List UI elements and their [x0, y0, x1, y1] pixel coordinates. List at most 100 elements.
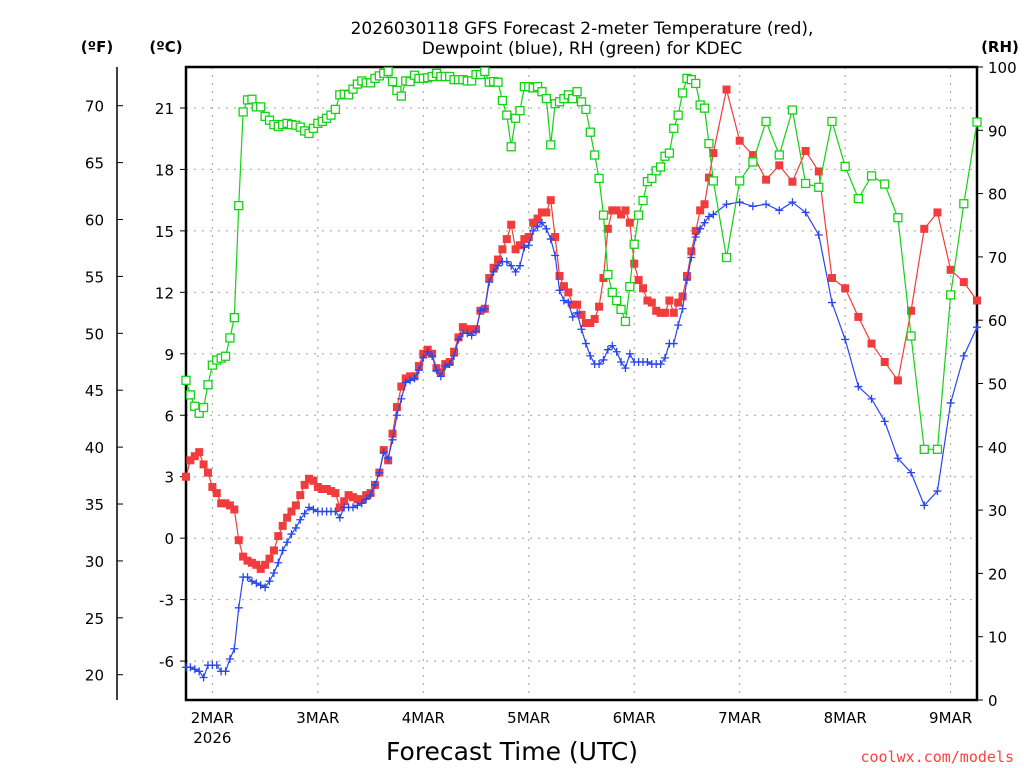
- dewpoint-point: [625, 349, 634, 358]
- temperature-point: [362, 491, 371, 500]
- rh-point: [480, 66, 490, 77]
- temperature-point: [212, 489, 221, 498]
- dewpoint-point: [362, 495, 371, 504]
- f-tick-label: 40: [85, 439, 104, 457]
- rh-point: [774, 150, 784, 160]
- dewpoint-point: [335, 513, 344, 522]
- f-axis-label: (ºF): [81, 38, 113, 56]
- temperature-point: [559, 282, 568, 291]
- dewpoint-point: [682, 276, 691, 285]
- rh-point: [691, 78, 701, 89]
- rh-tick-label: 90: [988, 122, 1007, 140]
- x-tick-label: 5MAR: [507, 709, 550, 727]
- dewpoint-point: [700, 218, 709, 227]
- x-tick-label: 3MAR: [296, 709, 339, 727]
- dewpoint-point: [603, 345, 612, 354]
- temperature-point: [801, 146, 810, 155]
- temperature-point: [762, 175, 771, 184]
- temperature-point: [691, 226, 700, 235]
- dewpoint-point: [775, 206, 784, 215]
- temperature-point: [340, 497, 349, 506]
- temperature-point: [669, 308, 678, 317]
- temperature-point: [524, 233, 533, 242]
- rh-tick-label: 20: [988, 565, 1007, 583]
- temperature-point: [586, 319, 595, 328]
- rh-point: [735, 176, 745, 186]
- rh-series: [181, 66, 982, 454]
- temperature-point: [551, 233, 560, 242]
- dewpoint-point: [946, 398, 955, 407]
- dewpoint-point: [612, 347, 621, 356]
- x-tick-label: 2MAR: [191, 709, 234, 727]
- temperature-point: [392, 403, 401, 412]
- dewpoint-point: [186, 663, 195, 672]
- dewpoint-point: [419, 353, 428, 362]
- temperature-point: [630, 259, 639, 268]
- temperature-point: [608, 206, 617, 215]
- temperature-point: [283, 513, 292, 522]
- rh-point: [515, 106, 525, 116]
- dewpoint-point: [920, 501, 929, 510]
- temperature-point: [331, 489, 340, 498]
- temperature-point: [256, 564, 265, 573]
- dewpoint-point: [247, 577, 256, 586]
- dewpoint-point: [617, 357, 626, 366]
- dewpoint-point: [788, 198, 797, 207]
- dewpoint-point: [463, 329, 472, 338]
- temperature-point: [617, 210, 626, 219]
- dewpoint-point: [559, 296, 568, 305]
- rh-point: [198, 402, 209, 413]
- dewpoint-point: [827, 298, 836, 307]
- dewpoint-series: [182, 198, 981, 682]
- temperature-point: [498, 245, 507, 254]
- dewpoint-point: [595, 360, 604, 369]
- dewpoint-point: [551, 251, 560, 260]
- dewpoint-point: [511, 267, 520, 276]
- temperature-point: [827, 274, 836, 282]
- dewpoint-point: [546, 235, 555, 244]
- temperature-point: [357, 495, 366, 504]
- rh-point: [945, 290, 956, 300]
- temperature-point: [595, 302, 604, 311]
- temperature-point: [291, 501, 300, 510]
- rh-point: [510, 113, 521, 123]
- rh-point: [256, 102, 266, 112]
- rh-point: [590, 150, 600, 160]
- f-tick-label: 65: [85, 155, 104, 173]
- dewpoint-point: [309, 505, 318, 514]
- temperature-point: [247, 558, 256, 567]
- dewpoint-point: [485, 278, 494, 287]
- rh-point: [616, 304, 626, 315]
- dewpoint-point: [573, 308, 582, 317]
- dewpoint-point: [608, 341, 617, 350]
- temperature-point: [269, 546, 278, 555]
- rh-point: [383, 66, 393, 77]
- temperature-point: [335, 503, 344, 512]
- f-tick-label: 30: [85, 553, 104, 571]
- chart-title-line2: Dewpoint (blue), RH (green) for KDEC: [422, 39, 742, 59]
- rh-point: [247, 94, 257, 104]
- dewpoint-point: [687, 253, 696, 262]
- temperature-point: [322, 485, 331, 493]
- temperature-point: [643, 296, 652, 305]
- temperature-point: [243, 556, 252, 565]
- dewpoint-point: [533, 222, 542, 231]
- x-tick-label: 7MAR: [718, 709, 761, 727]
- rh-point: [972, 117, 982, 127]
- temperature-point: [419, 349, 428, 358]
- chart-title-line1: 2026030118 GFS Forecast 2-meter Temperat…: [351, 19, 814, 39]
- dewpoint-point: [375, 468, 384, 477]
- temperature-point: [660, 308, 669, 317]
- rh-point: [396, 91, 406, 101]
- c-tick-label: 18: [155, 161, 174, 179]
- temperature-point: [652, 306, 661, 315]
- x-tick-label: 8MAR: [824, 709, 867, 727]
- temperature-point: [388, 429, 397, 438]
- x-tick-label: 6MAR: [613, 709, 656, 727]
- temperature-point: [450, 347, 459, 356]
- dewpoint-point: [656, 360, 665, 369]
- dewpoint-point: [933, 487, 942, 496]
- temperature-point: [414, 362, 423, 371]
- dewpoint-point: [704, 212, 713, 221]
